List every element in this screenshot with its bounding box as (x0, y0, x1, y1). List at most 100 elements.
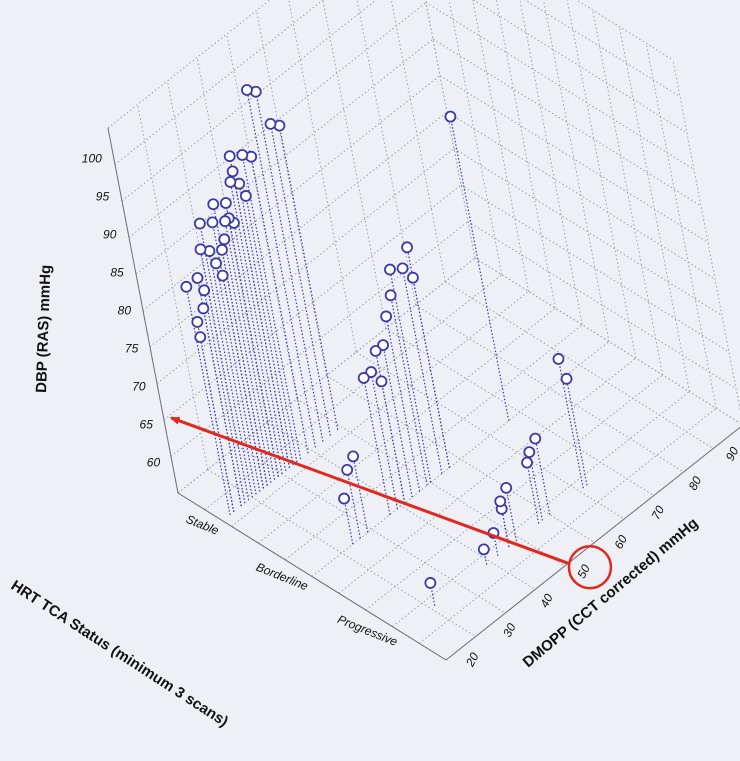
data-stem (429, 582, 436, 606)
data-point (191, 272, 204, 284)
data-point (210, 257, 222, 270)
data-stem (233, 222, 283, 474)
data-point (198, 284, 211, 297)
x-axis-label: HRT TCA Status (minimum 3 scans) (8, 577, 231, 730)
data-stem (352, 456, 369, 533)
data-point (380, 310, 393, 323)
floor-grid-line (392, 391, 690, 627)
floor-grid-line (338, 357, 637, 594)
data-stem (565, 378, 588, 486)
dbp-tick-label: 100 (82, 151, 102, 165)
data-stem (223, 239, 272, 483)
dmopp-tick-label: 20 (462, 650, 481, 670)
floor-grid-line (474, 257, 740, 424)
data-point (552, 353, 565, 365)
floor-grid-line (385, 328, 655, 496)
side-wall-grid-line (226, 33, 298, 400)
data-point (341, 463, 354, 476)
data-stem (250, 156, 309, 454)
side-wall-grid-line (288, 0, 357, 353)
data-point (216, 269, 229, 282)
back-wall-grid-line (495, 0, 556, 309)
data-stem (449, 116, 510, 421)
data-point (477, 543, 490, 556)
floor-grid-line (266, 422, 536, 590)
dmopp-tick-label: 40 (537, 591, 556, 610)
data-point (194, 243, 207, 256)
annotations (169, 416, 613, 590)
grid (107, 0, 740, 661)
data-stem (370, 371, 398, 510)
back-wall-grid-line (474, 257, 740, 424)
floor-grid-line (296, 398, 566, 567)
annotation-arrow (169, 416, 569, 565)
annotation-circle (567, 544, 613, 590)
back-wall-grid-line (467, 221, 737, 389)
data-point (236, 149, 249, 161)
data-point (401, 241, 413, 254)
side-wall-grid-line (128, 2, 427, 238)
data-stem (412, 277, 450, 468)
side-wall-grid-line (121, 0, 377, 202)
y-axis-label: DMOPP (CCT corrected) mmHg (520, 515, 702, 671)
data-stem (229, 156, 291, 469)
data-point (223, 150, 236, 163)
data-point (226, 165, 239, 178)
dbp-tick-label: 65 (140, 418, 154, 432)
side-wall-grid-line (163, 184, 462, 421)
data-stem (245, 195, 298, 463)
floor-grid-line (445, 281, 714, 449)
dmopp-tick-label: 60 (611, 533, 630, 552)
data-stem (203, 290, 246, 504)
floor-grid-line (415, 304, 684, 473)
axis-line-dmopp (445, 426, 740, 661)
data-stem (389, 269, 432, 483)
data-point (264, 117, 277, 130)
data-point (365, 366, 378, 378)
side-wall-grid-line (135, 38, 434, 275)
dmopp-tick-label: 30 (500, 621, 519, 640)
data-point (206, 216, 219, 229)
back-wall-grid-line (448, 0, 503, 275)
data-point (218, 233, 231, 246)
data-point (338, 492, 350, 505)
back-wall-grid-line (472, 0, 530, 292)
data-point (180, 280, 193, 293)
data-point (219, 215, 231, 228)
data-point (396, 262, 409, 275)
hrt-category-label: Progressive (335, 612, 399, 649)
side-wall-grid-line (142, 75, 441, 311)
data-point (377, 339, 389, 352)
data-stem (346, 469, 361, 539)
data-point (197, 302, 210, 315)
data-point (219, 197, 232, 209)
hrt-category-label: Stable (184, 512, 221, 538)
data-point (191, 316, 204, 328)
side-wall-grid-line (114, 0, 324, 165)
dbp-tick-label: 90 (103, 227, 117, 241)
data-stem (215, 263, 261, 492)
data-stem (382, 344, 413, 498)
back-wall-grid-line (472, 0, 688, 134)
data-point (347, 450, 360, 463)
points (180, 84, 573, 589)
hrt-category-label: Borderline (254, 560, 310, 594)
data-point (216, 243, 228, 256)
data-stem (528, 451, 543, 521)
dbp-tick-label: 75 (125, 342, 139, 356)
back-wall-grid-line (575, 0, 674, 61)
side-wall-grid-line (322, 0, 387, 329)
data-stem (241, 154, 302, 460)
data-point (444, 110, 457, 123)
side-wall-grid-line (177, 257, 476, 494)
data-point (207, 198, 220, 211)
data-stem (269, 123, 331, 436)
data-stem (196, 277, 242, 507)
data-point (494, 495, 507, 508)
side-wall-grid-line (156, 148, 455, 384)
back-wall-grid-line (432, 38, 702, 207)
data-stem (390, 295, 428, 486)
floor-grid-line (311, 341, 610, 577)
data-stem (199, 223, 253, 498)
